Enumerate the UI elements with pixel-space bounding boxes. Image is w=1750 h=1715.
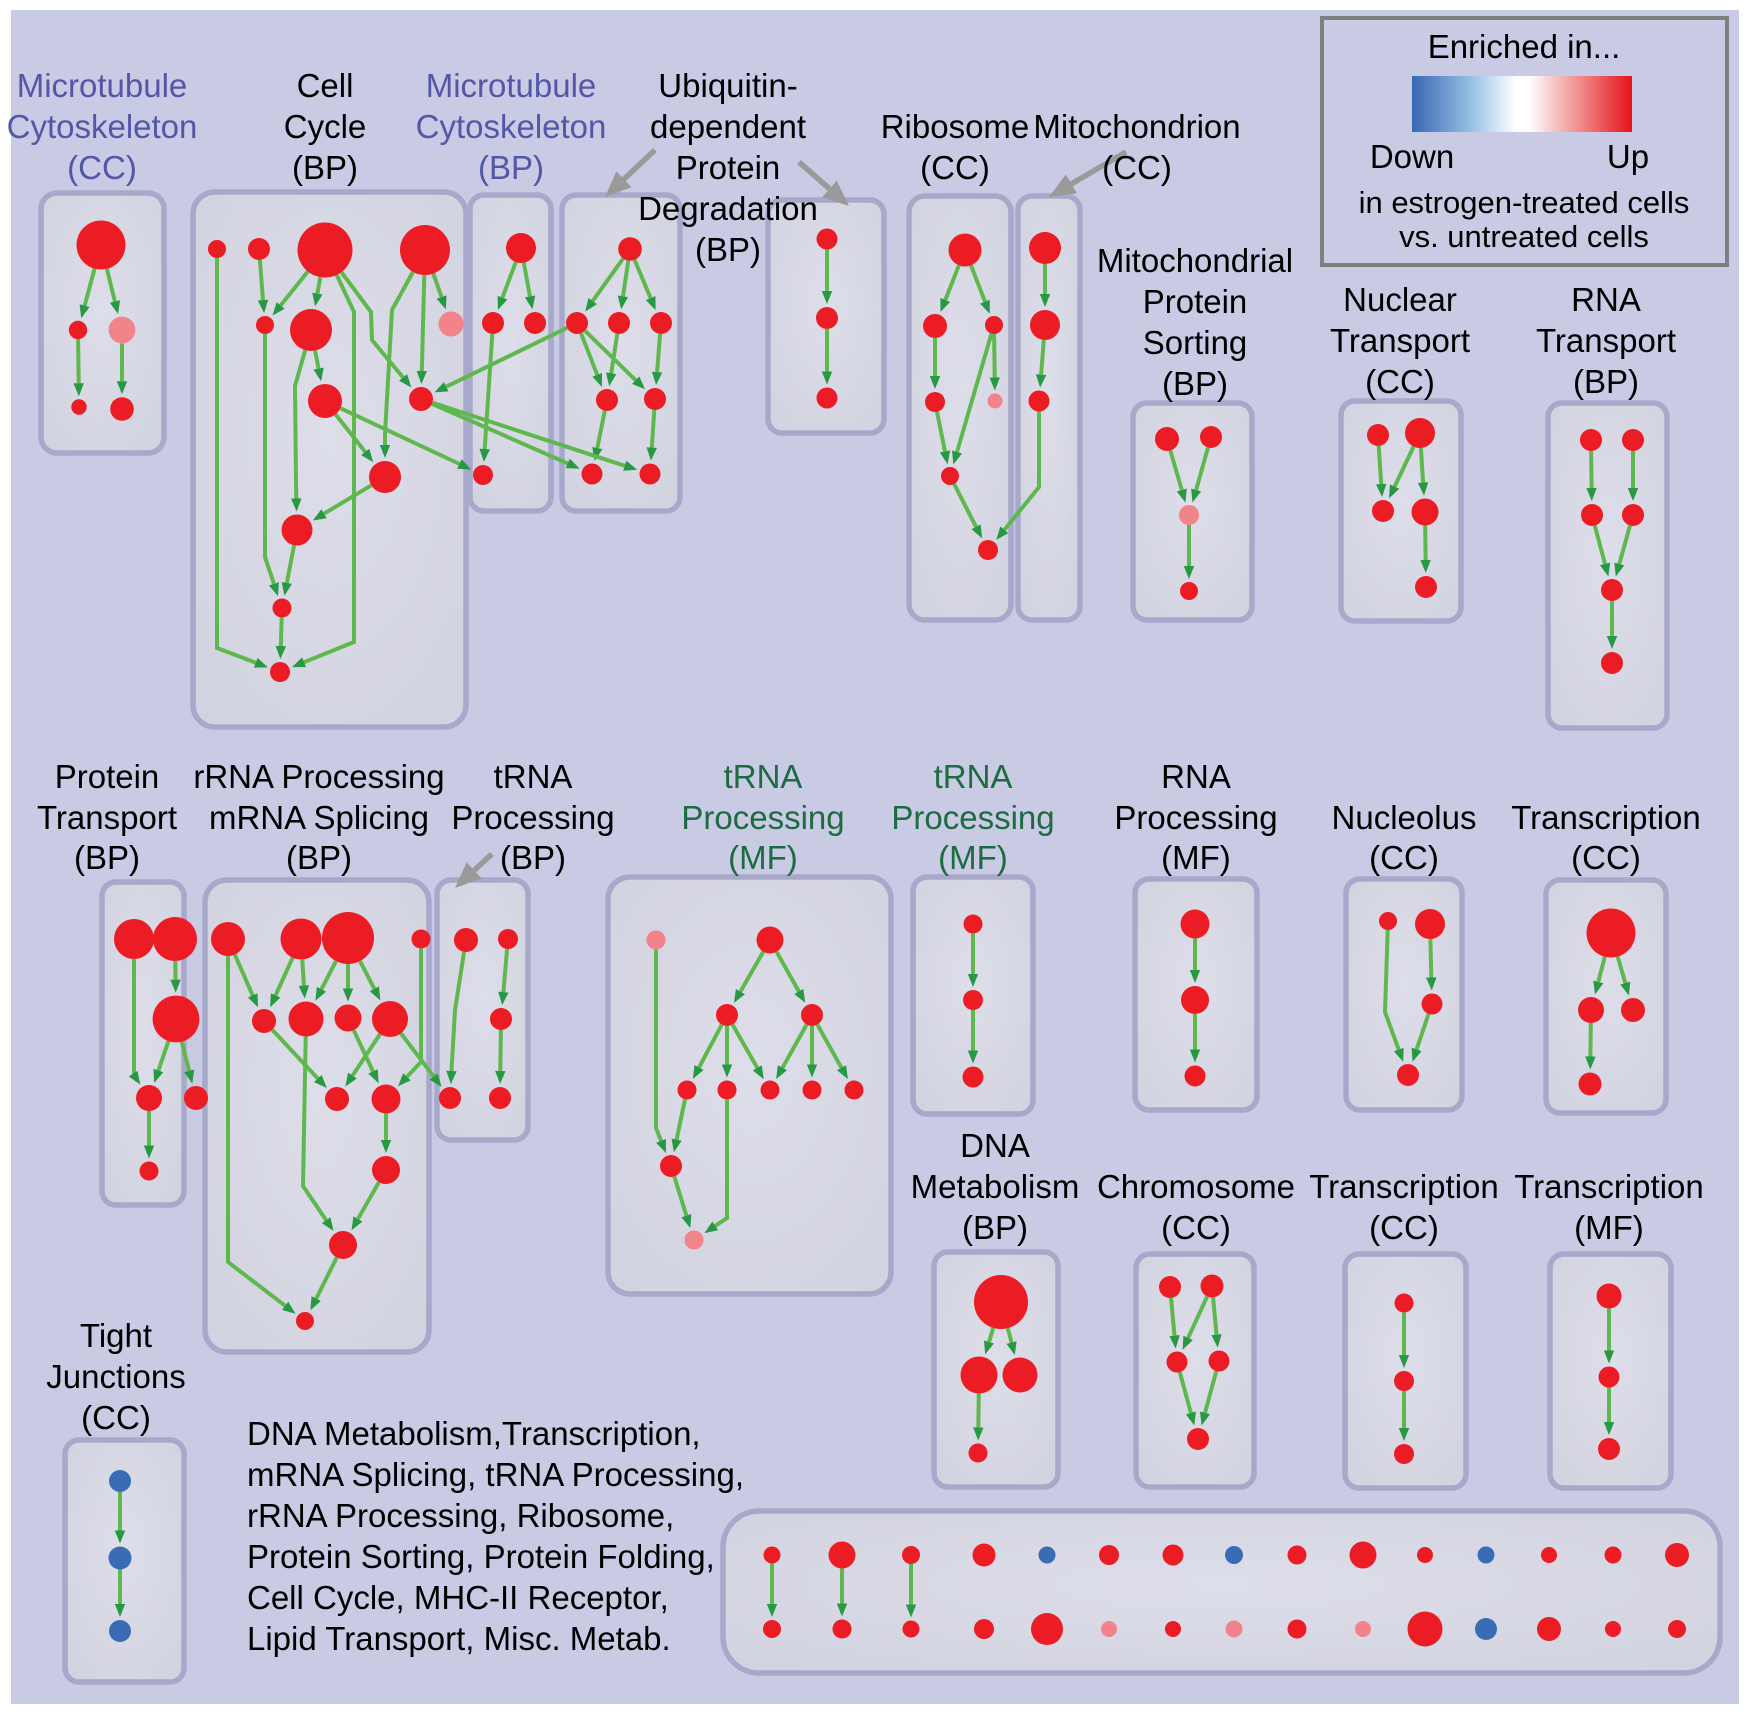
svg-text:(CC): (CC) <box>81 1399 151 1436</box>
svg-text:(MF): (MF) <box>938 839 1008 876</box>
svg-text:in estrogen-treated cells: in estrogen-treated cells <box>1359 185 1690 220</box>
svg-text:DNA Metabolism,Transcription,: DNA Metabolism,Transcription, <box>247 1415 701 1452</box>
svg-text:Degradation: Degradation <box>638 190 818 227</box>
svg-text:Up: Up <box>1607 138 1649 175</box>
svg-text:(BP): (BP) <box>286 839 352 876</box>
svg-text:(MF): (MF) <box>1574 1209 1644 1246</box>
svg-text:Transcription: Transcription <box>1514 1168 1704 1205</box>
svg-text:dependent: dependent <box>650 108 806 145</box>
svg-text:Junctions: Junctions <box>46 1358 185 1395</box>
svg-text:DNA: DNA <box>960 1127 1030 1164</box>
svg-text:Ubiquitin-: Ubiquitin- <box>658 67 797 104</box>
svg-text:(BP): (BP) <box>1573 363 1639 400</box>
svg-text:Cell Cycle, MHC-II Receptor,: Cell Cycle, MHC-II Receptor, <box>247 1579 669 1616</box>
svg-text:RNA: RNA <box>1571 281 1641 318</box>
svg-text:Cytoskeleton: Cytoskeleton <box>7 108 198 145</box>
svg-text:Metabolism: Metabolism <box>911 1168 1080 1205</box>
svg-text:(CC): (CC) <box>1571 839 1641 876</box>
svg-text:tRNA: tRNA <box>934 758 1013 795</box>
svg-text:mRNA Splicing, tRNA Processing: mRNA Splicing, tRNA Processing, <box>247 1456 744 1493</box>
svg-text:Cycle: Cycle <box>284 108 367 145</box>
svg-text:tRNA: tRNA <box>724 758 803 795</box>
svg-text:Processing: Processing <box>451 799 614 836</box>
svg-text:(BP): (BP) <box>74 839 140 876</box>
svg-text:Protein: Protein <box>1143 283 1248 320</box>
svg-text:(BP): (BP) <box>500 839 566 876</box>
svg-text:vs. untreated cells: vs. untreated cells <box>1399 219 1649 254</box>
svg-text:(BP): (BP) <box>1162 365 1228 402</box>
svg-text:Nuclear: Nuclear <box>1343 281 1457 318</box>
svg-text:Chromosome: Chromosome <box>1097 1168 1295 1205</box>
svg-text:Down: Down <box>1370 138 1454 175</box>
svg-text:Processing: Processing <box>681 799 844 836</box>
svg-text:(MF): (MF) <box>728 839 798 876</box>
svg-text:Tight: Tight <box>80 1317 152 1354</box>
svg-text:Processing: Processing <box>891 799 1054 836</box>
svg-text:(BP): (BP) <box>292 149 358 186</box>
svg-text:Transport: Transport <box>37 799 177 836</box>
svg-text:(CC): (CC) <box>1369 839 1439 876</box>
svg-text:Transcription: Transcription <box>1511 799 1701 836</box>
svg-text:(CC): (CC) <box>1102 149 1172 186</box>
svg-text:Microtubule: Microtubule <box>426 67 597 104</box>
svg-text:(CC): (CC) <box>67 149 137 186</box>
svg-text:Sorting: Sorting <box>1143 324 1248 361</box>
svg-text:tRNA: tRNA <box>494 758 573 795</box>
svg-text:Cytoskeleton: Cytoskeleton <box>416 108 607 145</box>
svg-text:Mitochondrion: Mitochondrion <box>1033 108 1240 145</box>
svg-text:Lipid Transport, Misc. Metab.: Lipid Transport, Misc. Metab. <box>247 1620 671 1657</box>
svg-text:(MF): (MF) <box>1161 839 1231 876</box>
svg-text:Protein: Protein <box>55 758 160 795</box>
svg-text:Protein: Protein <box>676 149 781 186</box>
svg-text:Cell: Cell <box>297 67 354 104</box>
svg-text:Microtubule: Microtubule <box>17 67 188 104</box>
svg-text:rRNA Processing, Ribosome,: rRNA Processing, Ribosome, <box>247 1497 674 1534</box>
svg-text:Transport: Transport <box>1536 322 1676 359</box>
svg-text:(BP): (BP) <box>695 231 761 268</box>
svg-text:Processing: Processing <box>1114 799 1277 836</box>
svg-text:Protein Sorting, Protein Foldi: Protein Sorting, Protein Folding, <box>247 1538 715 1575</box>
svg-text:(BP): (BP) <box>478 149 544 186</box>
svg-text:(CC): (CC) <box>920 149 990 186</box>
svg-text:Ribosome: Ribosome <box>881 108 1030 145</box>
svg-text:Mitochondrial: Mitochondrial <box>1097 242 1293 279</box>
svg-text:(BP): (BP) <box>962 1209 1028 1246</box>
svg-text:Transcription: Transcription <box>1309 1168 1499 1205</box>
svg-text:(CC): (CC) <box>1369 1209 1439 1246</box>
svg-text:RNA: RNA <box>1161 758 1231 795</box>
svg-text:Nucleolus: Nucleolus <box>1332 799 1477 836</box>
svg-text:rRNA Processing: rRNA Processing <box>193 758 444 795</box>
svg-text:(CC): (CC) <box>1161 1209 1231 1246</box>
svg-text:Transport: Transport <box>1330 322 1470 359</box>
svg-text:Enriched in...: Enriched in... <box>1428 28 1621 65</box>
svg-text:mRNA Splicing: mRNA Splicing <box>209 799 429 836</box>
svg-text:(CC): (CC) <box>1365 363 1435 400</box>
